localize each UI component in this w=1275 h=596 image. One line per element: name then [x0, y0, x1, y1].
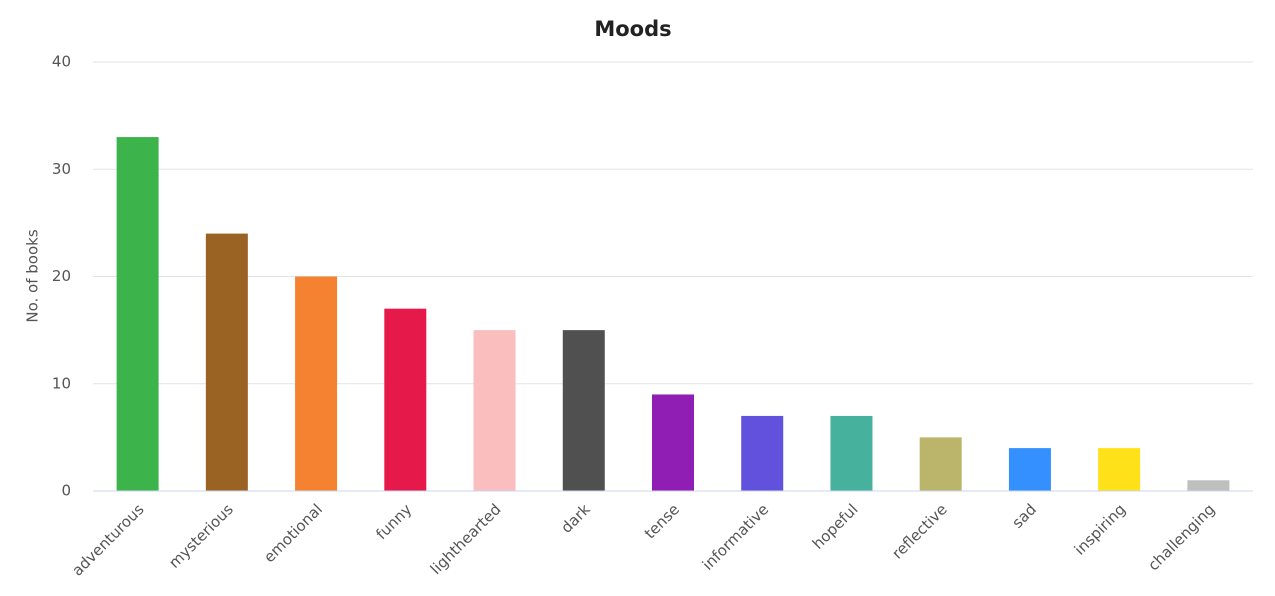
bar [1098, 448, 1141, 491]
x-tick-label: sad [1008, 500, 1039, 531]
bar [295, 276, 338, 491]
bar [116, 137, 159, 491]
x-tick-label: tense [641, 500, 683, 542]
bar [919, 437, 962, 491]
bar [384, 308, 427, 491]
y-tick-label: 20 [52, 267, 71, 285]
y-tick-label: 40 [52, 53, 71, 71]
bar [562, 330, 605, 491]
bar [473, 330, 516, 491]
x-tick-label: challenging [1144, 500, 1218, 574]
x-tick-label: adventurous [68, 500, 147, 579]
bar [1187, 480, 1230, 491]
bar [1008, 448, 1051, 491]
y-tick-label: 10 [52, 374, 71, 392]
x-tick-label: inspiring [1071, 500, 1129, 558]
bar [205, 233, 248, 491]
bar [652, 394, 694, 491]
x-tick-label: dark [557, 500, 594, 537]
bar [830, 415, 873, 491]
x-tick-label: lighthearted [427, 500, 505, 578]
bar [741, 415, 784, 491]
y-tick-label: 30 [52, 160, 71, 178]
y-tick-label: 0 [61, 482, 71, 500]
x-tick-label: hopeful [809, 500, 862, 553]
x-tick-label: funny [372, 500, 415, 543]
chart-title: Moods [594, 17, 671, 41]
x-tick-label: mysterious [165, 500, 237, 572]
y-axis-label: No. of books [24, 229, 42, 322]
x-tick-label: reflective [888, 500, 950, 562]
x-tick-label: emotional [260, 500, 326, 566]
x-tick-label: informative [699, 500, 773, 574]
